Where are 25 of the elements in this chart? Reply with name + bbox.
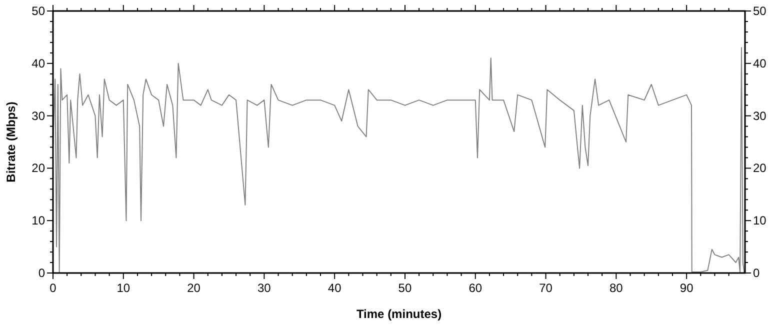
y-tick-label: 40 xyxy=(32,56,46,70)
y-tick-label: 10 xyxy=(32,214,46,228)
y2-tick-label: 40 xyxy=(753,56,767,70)
y2-tick-label: 50 xyxy=(753,4,767,18)
x-tick-label: 40 xyxy=(328,281,342,295)
x-tick-label: 90 xyxy=(680,281,694,295)
x-axis-title: Time (minutes) xyxy=(356,307,442,321)
x-tick-label: 30 xyxy=(258,281,272,295)
x-tick-label: 10 xyxy=(116,281,130,295)
y2-tick-label: 10 xyxy=(753,214,767,228)
y2-tick-label: 0 xyxy=(753,266,760,280)
y2-tick-label: 30 xyxy=(753,108,767,123)
y2-tick-label: 20 xyxy=(753,161,767,176)
x-tick-label: 20 xyxy=(187,281,201,295)
x-tick-label: 50 xyxy=(398,281,412,295)
x-tick-label: 80 xyxy=(609,281,624,295)
y-tick-label: 0 xyxy=(38,266,46,280)
y-tick-label: 50 xyxy=(32,4,46,18)
x-tick-label: 70 xyxy=(539,281,553,295)
x-tick-label: 60 xyxy=(468,281,482,295)
x-tick-label: 0 xyxy=(50,281,57,295)
y-tick-label: 20 xyxy=(32,161,46,176)
line-series xyxy=(52,47,745,274)
y-tick-label: 30 xyxy=(32,108,46,123)
y-axis-title: Bitrate (Mbps) xyxy=(4,102,18,182)
